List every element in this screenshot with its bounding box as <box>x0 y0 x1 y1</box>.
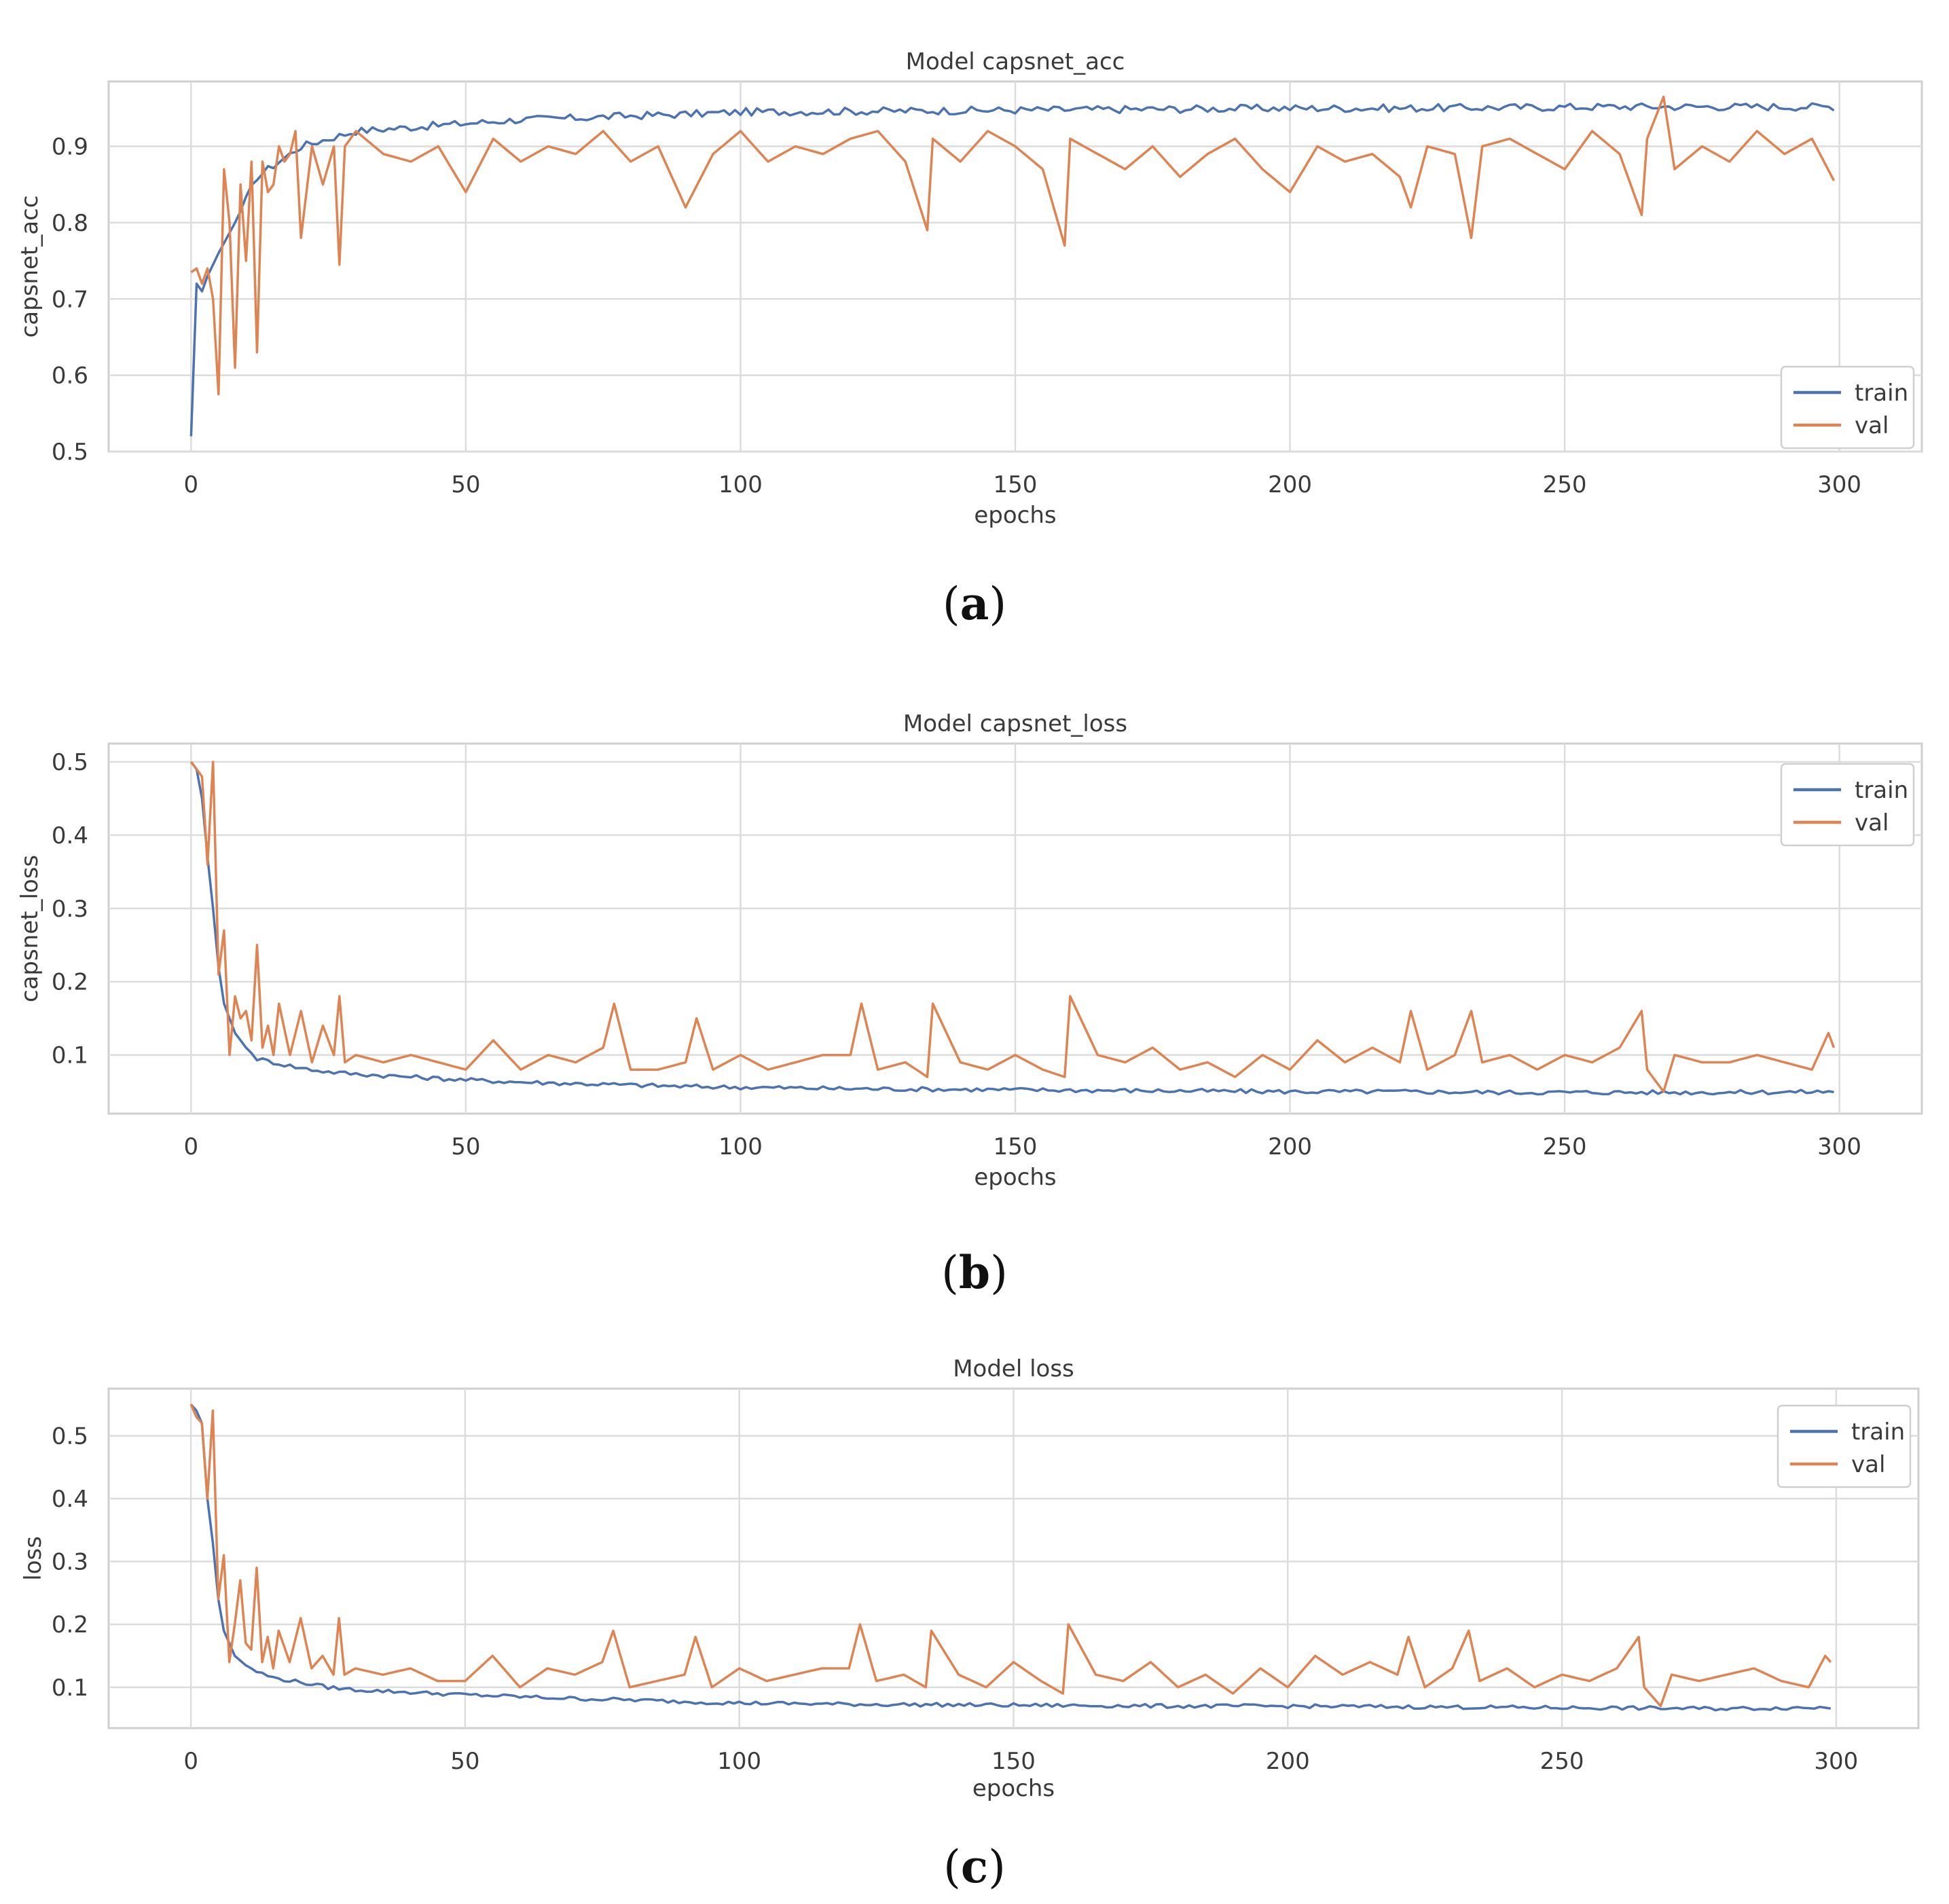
x-tick-label: 100 <box>718 1133 763 1160</box>
x-tick-label: 200 <box>1268 1133 1312 1160</box>
series-line-val <box>189 1404 1832 1708</box>
y-tick-label: 0.7 <box>52 286 88 313</box>
y-tick-label: 0.9 <box>52 134 88 161</box>
chart-title: Model loss <box>953 1355 1074 1383</box>
y-tick-label: 0.5 <box>52 439 88 466</box>
x-tick-label: 50 <box>451 471 480 498</box>
chart-title: Model capsnet_acc <box>906 48 1125 75</box>
y-tick-label: 0.3 <box>52 896 88 923</box>
y-tick-label: 0.4 <box>52 1486 88 1513</box>
loss-chart: 0 50 100 150 200 250 300 0.1 0.2 0.3 0.4 0.5 Model l… <box>20 1355 1920 1802</box>
x-tick-label: 200 <box>1266 1748 1310 1775</box>
series-line-train <box>189 761 1834 1096</box>
y-tick-label: 0.5 <box>52 1423 88 1450</box>
legend-label-train: train <box>1855 777 1908 804</box>
caption-c: (c) <box>943 1840 1006 1893</box>
chart-panel-c: 0 50 100 150 200 250 300 0.1 0.2 0.3 0.4 0.5 Model l… <box>0 1321 1949 1904</box>
y-tick-label: 0.8 <box>52 210 88 237</box>
legend-box <box>1780 763 1915 847</box>
x-tick-label: 0 <box>184 1133 199 1160</box>
series-line-train <box>189 1403 1832 1712</box>
x-tick-label: 250 <box>1543 471 1587 498</box>
y-tick-label: 0.5 <box>52 749 88 776</box>
x-tick-label: 100 <box>717 1748 761 1775</box>
x-tick-label: 150 <box>991 1748 1036 1775</box>
legend-label-train: train <box>1855 380 1908 407</box>
legend-label-val: val <box>1851 1451 1885 1478</box>
y-tick-label: 0.6 <box>52 363 88 390</box>
accuracy-chart: 0 50 100 150 200 250 300 0.5 0.6 0.7 0.8 0.9 Model c… <box>16 48 1923 529</box>
x-tick-label: 200 <box>1268 471 1312 498</box>
legend-box <box>1780 365 1915 450</box>
legend-label-train: train <box>1851 1418 1905 1446</box>
y-axis-label: capsnet_loss <box>16 855 43 1002</box>
x-tick-label: 300 <box>1814 1748 1858 1775</box>
y-tick-label: 0.4 <box>52 822 88 849</box>
chart-panel-b: 0 50 100 150 200 250 300 0.1 0.2 0.3 0.4 0.5 Model c… <box>0 669 1949 1304</box>
chart-panel-a: 0 50 100 150 200 250 300 0.5 0.6 0.7 0.8 0.9 Model c… <box>0 0 1949 635</box>
caption-b: (b) <box>941 1246 1008 1299</box>
y-axis-label: loss <box>20 1536 47 1581</box>
series-line-val <box>189 761 1836 1093</box>
x-tick-label: 50 <box>451 1133 480 1160</box>
x-tick-label: 100 <box>718 471 763 498</box>
y-tick-label: 0.1 <box>52 1674 88 1702</box>
y-tick-label: 0.1 <box>52 1042 88 1069</box>
y-axis-label: capsnet_acc <box>16 196 43 338</box>
x-tick-label: 150 <box>994 1133 1038 1160</box>
legend-label-val: val <box>1855 412 1889 439</box>
x-axis-label: epochs <box>972 1775 1055 1802</box>
y-tick-label: 0.2 <box>52 1611 88 1638</box>
y-tick-label: 0.2 <box>52 969 88 996</box>
series-line-train <box>189 102 1835 437</box>
x-tick-label: 50 <box>450 1748 479 1775</box>
caption-a: (a) <box>942 577 1007 630</box>
x-tick-label: 250 <box>1543 1133 1587 1160</box>
x-tick-label: 0 <box>183 1748 198 1775</box>
x-tick-label: 250 <box>1540 1748 1584 1775</box>
legend-box <box>1777 1404 1912 1488</box>
x-tick-label: 300 <box>1817 1133 1861 1160</box>
x-axis-label: epochs <box>974 502 1056 529</box>
y-tick-label: 0.3 <box>52 1549 88 1576</box>
x-axis-label: epochs <box>974 1164 1056 1191</box>
x-tick-label: 300 <box>1817 471 1861 498</box>
x-tick-label: 150 <box>994 471 1038 498</box>
series-line-val <box>190 95 1836 396</box>
legend-label-val: val <box>1855 809 1889 837</box>
x-tick-label: 0 <box>184 471 199 498</box>
capsnet-loss-chart: 0 50 100 150 200 250 300 0.1 0.2 0.3 0.4 0.5 Model c… <box>16 710 1923 1191</box>
chart-title: Model capsnet_loss <box>903 710 1127 737</box>
